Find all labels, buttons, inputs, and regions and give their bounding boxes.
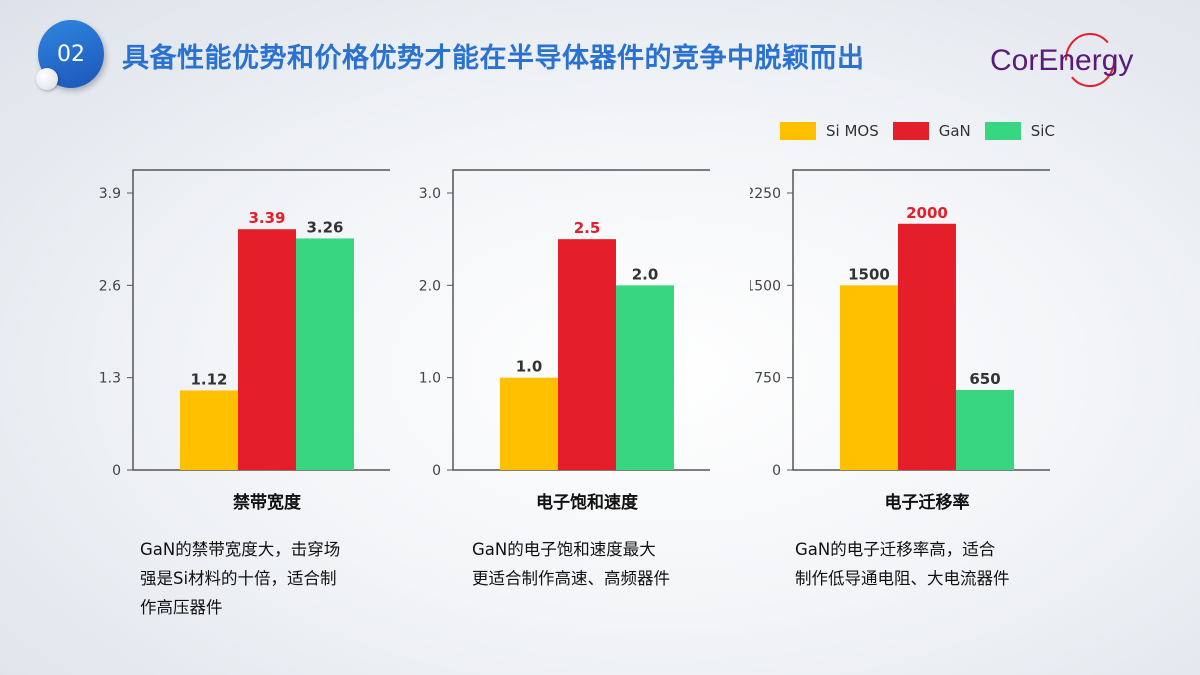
data-label: 1.0 <box>516 358 543 376</box>
bar-gan <box>558 239 616 470</box>
chart-bandgap: 0 1.3 2.6 3.9 1.12 3.39 3.26 <box>99 169 390 479</box>
legend-swatch <box>892 122 929 140</box>
y-tick-label: 0 <box>432 463 441 479</box>
badge-ball-decoration <box>36 68 58 90</box>
data-label: 650 <box>969 370 1000 388</box>
legend-item-si-mos: Si MOS <box>780 122 879 140</box>
y-tick-label: 2.6 <box>99 278 121 294</box>
bar-si-mos <box>840 285 898 470</box>
chart-caption-saturation-velocity: 电子饱和速度 <box>536 493 638 513</box>
bar-sic <box>616 285 674 470</box>
bar-sic <box>956 389 1014 470</box>
data-label: 1.12 <box>190 370 227 388</box>
desc-line: 强是Si材料的十倍，适合制 <box>140 569 337 588</box>
bar-si-mos <box>180 390 238 470</box>
y-tick-label: 2250 <box>750 186 781 202</box>
description-saturation-velocity: GaN的电子饱和速度最大 更适合制作高速、高频器件 <box>472 535 670 593</box>
y-tick-label: 3.0 <box>419 186 441 202</box>
y-tick-label: 1.3 <box>99 371 121 387</box>
desc-line: 作高压器件 <box>140 598 223 617</box>
logo-text: CorEnergy <box>990 44 1133 77</box>
desc-line: GaN的电子迁移率高，适合 <box>795 540 996 559</box>
data-label: 2000 <box>906 204 948 222</box>
y-tick-label: 0 <box>772 463 781 479</box>
y-tick-label: 1500 <box>750 278 781 294</box>
description-electron-mobility: GaN的电子迁移率高，适合 制作低导通电阻、大电流器件 <box>795 535 1010 593</box>
chart-caption-electron-mobility: 电子迁移率 <box>884 493 970 513</box>
corenergy-logo: CorEnergy <box>990 33 1133 87</box>
bar-si-mos <box>500 377 558 470</box>
legend-swatch <box>780 122 816 140</box>
legend-swatch <box>984 122 1021 140</box>
y-tick-label: 0 <box>112 463 121 479</box>
data-label: 2.5 <box>574 219 601 237</box>
legend-label: SiC <box>1030 122 1055 140</box>
data-label: 3.26 <box>306 218 343 236</box>
legend: Si MOS GaN SiC <box>780 122 1055 140</box>
legend-label: Si MOS <box>826 122 879 140</box>
chart-electron-mobility: 0 750 1500 2250 1500 2000 650 <box>750 169 1050 479</box>
bar-sic <box>296 238 354 470</box>
y-tick-label: 750 <box>754 371 781 387</box>
legend-item-sic: SiC <box>984 122 1055 140</box>
desc-line: 更适合制作高速、高频器件 <box>472 569 670 588</box>
data-label: 3.39 <box>248 209 285 227</box>
legend-item-gan: GaN <box>892 122 971 140</box>
y-tick-label: 1.0 <box>419 371 441 387</box>
page-title: 具备性能优势和价格优势才能在半导体器件的竞争中脱颖而出 <box>122 43 865 74</box>
legend-label: GaN <box>938 122 971 140</box>
desc-line: GaN的禁带宽度大，击穿场 <box>140 540 341 559</box>
desc-line: GaN的电子饱和速度最大 <box>472 540 656 559</box>
data-label: 2.0 <box>632 265 659 283</box>
bar-gan <box>898 223 956 470</box>
chart-caption-bandgap: 禁带宽度 <box>233 493 301 513</box>
data-label: 1500 <box>848 265 890 283</box>
bar-gan <box>238 229 296 470</box>
section-number: 02 <box>57 41 85 67</box>
y-tick-label: 2.0 <box>419 278 441 294</box>
chart-saturation-velocity: 0 1.0 2.0 3.0 1.0 2.5 2.0 <box>419 169 710 479</box>
desc-line: 制作低导通电阻、大电流器件 <box>795 569 1010 588</box>
description-bandgap: GaN的禁带宽度大，击穿场 强是Si材料的十倍，适合制 作高压器件 <box>140 535 340 622</box>
y-tick-label: 3.9 <box>99 186 121 202</box>
